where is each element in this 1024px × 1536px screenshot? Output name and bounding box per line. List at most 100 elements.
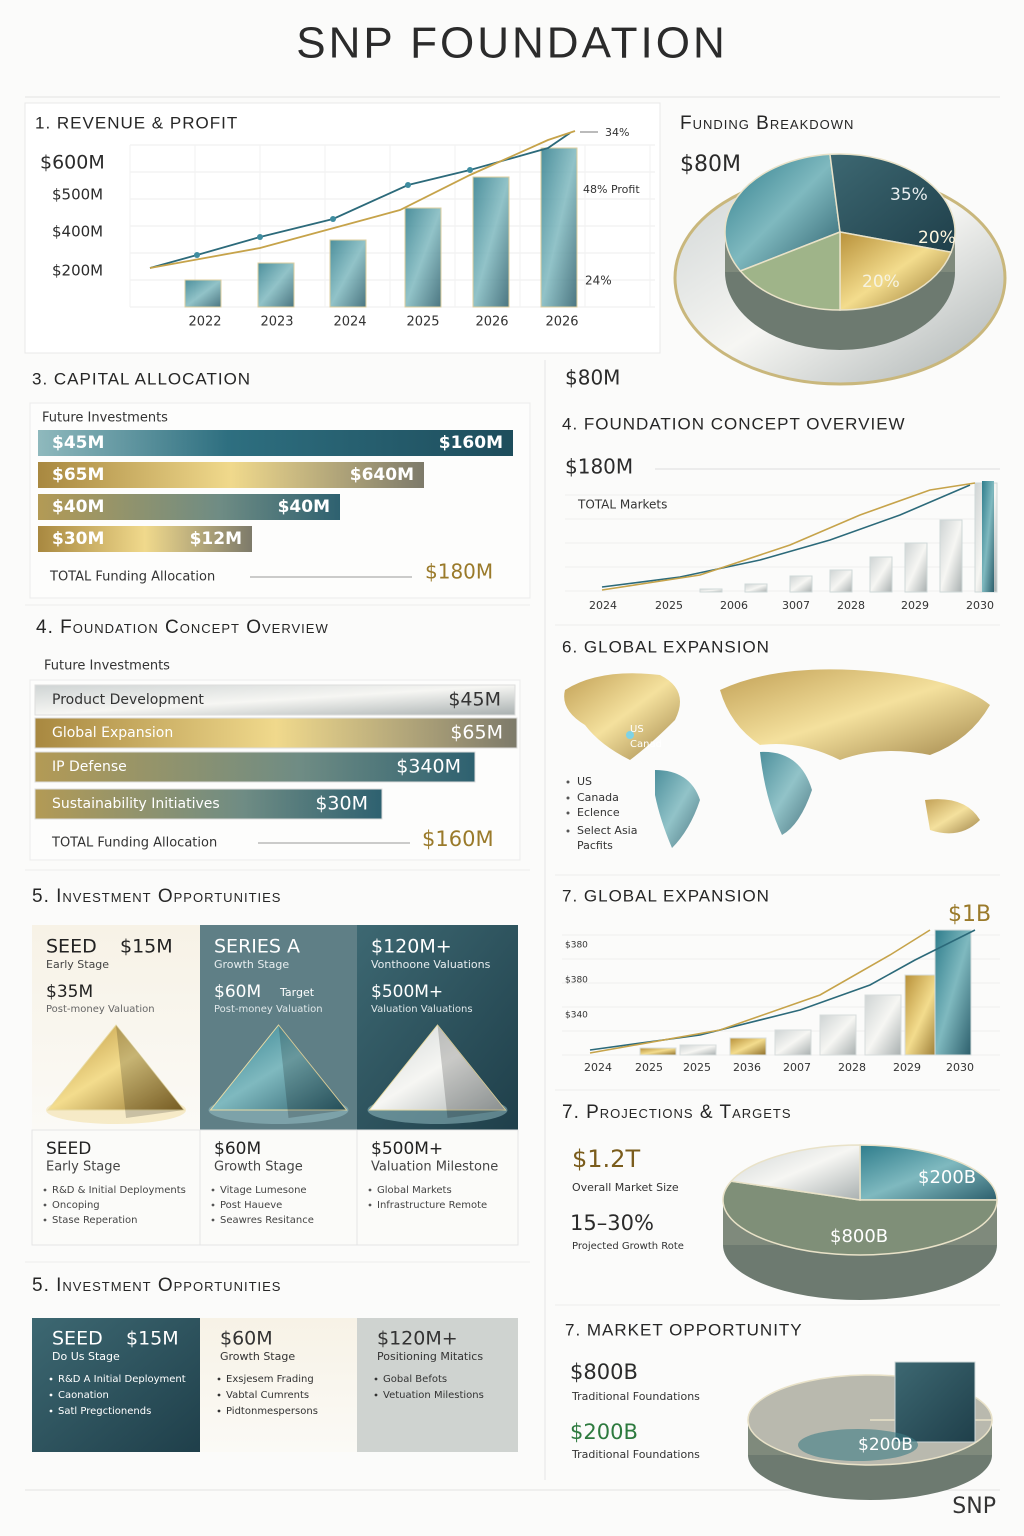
total-label: TOTAL Funding Allocation [51,836,217,851]
concept-bar [34,717,518,749]
bar-value: $12M [190,529,242,549]
bullet [368,1188,372,1192]
axis-label: 2023 [260,315,293,330]
slice-label: $200B [918,1167,976,1188]
pie-slice [739,230,841,311]
card-name: $500M+ [371,1139,443,1159]
allocation-bar [38,430,513,456]
card-bullet: Vitage Lumesone [220,1185,307,1196]
section-heading: 3. CAPITAL ALLOCATION [32,369,251,388]
section-heading: 5. Investment Opportunities [32,1275,281,1296]
slice-label: 20% [918,228,956,248]
axis-label: 2026 [545,315,578,330]
card-bottom [31,1129,201,1246]
axis-label: 2022 [188,315,221,330]
axis-label: $600M [40,152,105,174]
card-bullet: Exsjesem Frading [226,1374,314,1385]
axis-label: $200M [52,262,103,280]
trend-line [601,484,971,588]
caption: Projected Growth Rote [572,1241,684,1252]
card-title: $60M [220,1328,273,1350]
growth-bar [774,1029,812,1056]
slice-label: $800B [830,1226,888,1247]
caption: Traditional Foundations [571,1448,700,1461]
bar-value: $30M [315,793,368,815]
concept-bar [34,684,516,716]
annotation: 48% Profit [583,183,640,196]
card-stage: Growth Stage [214,958,289,971]
card-bullet: Post Haueve [220,1200,282,1211]
axis-label: $340 [565,1011,588,1021]
section-heading: 7. MARKET OPPORTUNITY [565,1320,803,1339]
bar-label: Product Development [52,692,204,708]
growth-bar [869,556,893,593]
bullet [566,829,570,833]
card-title: SEED [52,1328,103,1350]
allocation-bar [38,462,424,488]
growth-bar [864,994,902,1056]
pyramid [368,1024,507,1111]
card-bottom [356,1129,519,1246]
slice-label: $200B [858,1435,913,1455]
card-stage: Do Us Stage [52,1350,120,1363]
bullet [49,1409,53,1413]
axis-label: $500M [52,186,103,204]
card-stage: Vonthoone Valuations [371,958,491,971]
growth-bar [982,481,994,592]
continent [720,669,990,760]
annotation: 24% [585,274,612,288]
axis-label: 2006 [720,599,748,612]
trend-dot [257,234,263,240]
allocation-bar [38,494,340,520]
card-bullet: Satl Pregctionends [58,1406,151,1417]
bar-value: $45M [448,689,501,711]
card-bullet: Stase Reperation [52,1215,137,1226]
pie-slice [724,153,841,272]
growth-bar [639,1047,677,1056]
revenue-bar [404,207,442,308]
axis-label: 2028 [837,599,865,612]
glow [798,1429,918,1461]
axis-label: 2036 [733,1061,761,1074]
slice-label: 35% [890,185,928,205]
card [200,1318,357,1452]
card-title: $120M+ [377,1328,458,1350]
amount: $180M [565,455,633,479]
region: Pacfits [577,839,613,852]
slice-label: 20% [862,272,900,292]
amount: $800B [570,1360,638,1384]
axis-label: 2025 [683,1061,711,1074]
section-heading: 7. Projections & Targets [562,1102,792,1123]
growth-bar [789,575,813,593]
growth-bar [744,583,768,593]
card-bullet: Seawres Resitance [220,1215,314,1226]
bar-label: Sustainability Initiatives [52,796,220,812]
amount: $80M [680,152,741,177]
card-label: Post-money Valuation [46,1004,155,1015]
pie-slice [722,1180,998,1256]
bar-label: $65M [52,465,104,485]
continent [925,799,980,834]
axis-label: 2025 [635,1061,663,1074]
section-heading: 1. REVENUE & PROFIT [35,113,238,132]
section-heading: 4. Foundation Concept Overview [36,617,329,638]
region: Eclence [577,806,620,819]
axis-label: 2024 [584,1061,612,1074]
axis-label: $380 [565,976,588,986]
bullet [374,1393,378,1397]
amount: 15–30% [570,1211,654,1235]
card-amount: $15M [120,936,173,958]
bullet [211,1188,215,1192]
bar-value: $65M [450,722,503,744]
caption: Traditional Foundations [571,1390,700,1403]
axis-label: 2030 [966,599,994,612]
axis-label: 2025 [655,599,683,612]
amount: $200B [570,1420,638,1444]
bullet [43,1203,47,1207]
axis-label: 2024 [333,315,366,330]
bullet [211,1203,215,1207]
revenue-bar [257,262,295,308]
bullet [43,1218,47,1222]
growth-bar [939,519,963,593]
